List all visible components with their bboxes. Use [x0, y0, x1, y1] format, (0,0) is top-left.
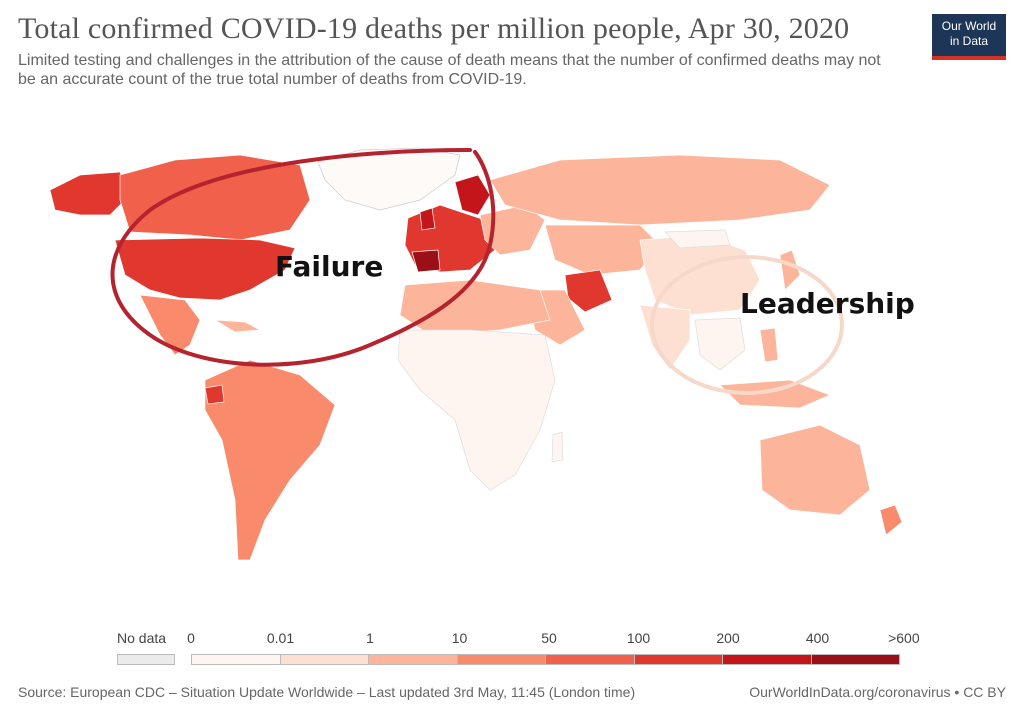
legend-bin[interactable] [456, 654, 546, 665]
legend-scale [191, 654, 900, 665]
region-japan [779, 249, 801, 291]
source-note: Source: European CDC – Situation Update … [18, 684, 636, 700]
owid-logo[interactable]: Our World in Data [932, 14, 1006, 60]
logo-line-2: in Data [949, 34, 989, 48]
leadership-annotation: Leadership [740, 287, 915, 320]
region-south-america [204, 359, 336, 561]
region-central-asia [544, 224, 661, 276]
region-iran [564, 269, 613, 313]
region-alaska [49, 171, 131, 216]
chart-title: Total confirmed COVID-19 deaths per mill… [18, 12, 850, 45]
legend-tick-label: 50 [541, 630, 557, 646]
region-new-zealand [879, 504, 903, 536]
leadership-circle [650, 255, 844, 395]
region-indonesia [719, 379, 831, 409]
world-map [49, 147, 903, 561]
legend-tick-label: 0.01 [266, 630, 295, 646]
source-url[interactable]: OurWorldInData.org/coronavirus • CC BY [749, 684, 1006, 700]
region-greenland [317, 147, 461, 211]
region-mongolia [664, 229, 731, 249]
failure-circle [110, 148, 496, 367]
legend-tick-label: 0 [187, 630, 195, 646]
legend-tick-label: >600 [888, 630, 920, 646]
logo-line-1: Our World [941, 19, 997, 33]
legend-bin[interactable] [722, 654, 812, 665]
legend-tick-label: 400 [805, 630, 830, 646]
region-se-asia [694, 317, 746, 371]
legend-no-data-label: No data [117, 630, 167, 646]
region-australia [759, 424, 871, 516]
legend-bin[interactable] [545, 654, 635, 665]
region-philippines [759, 327, 779, 363]
legend-tick-label: 100 [626, 630, 651, 646]
legend-bin[interactable] [633, 654, 723, 665]
legend-bin[interactable] [368, 654, 458, 665]
region-canada [119, 154, 311, 241]
region-africa [397, 329, 556, 491]
region-north-africa [399, 279, 551, 336]
legend-no-data-swatch[interactable] [117, 654, 175, 665]
region-spain [411, 249, 441, 273]
region-madagascar [551, 431, 564, 463]
region-scandinavia [454, 174, 491, 216]
failure-annotation: Failure [275, 250, 384, 283]
legend-bin[interactable] [279, 654, 369, 665]
legend-bin[interactable] [191, 654, 281, 665]
region-russia [489, 154, 831, 226]
region-caribbean [214, 319, 262, 333]
region-usa [114, 237, 296, 301]
region-ecuador [204, 384, 225, 405]
region-uk [419, 207, 436, 231]
color-legend: No data 0 0.01 1 10 50 100 200 400 >600 [0, 630, 1024, 670]
chart-subtitle: Limited testing and challenges in the at… [18, 52, 881, 88]
legend-tick-label: 200 [716, 630, 740, 646]
legend-bin[interactable] [810, 654, 900, 665]
legend-tick-label: 10 [451, 630, 468, 646]
legend-tick-label: 1 [366, 630, 374, 646]
region-mexico [139, 294, 201, 356]
